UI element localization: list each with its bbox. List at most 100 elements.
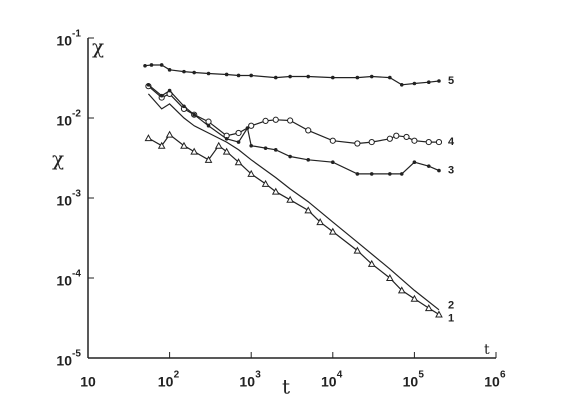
point — [261, 179, 270, 187]
point — [412, 160, 417, 165]
point — [385, 273, 394, 281]
point — [331, 160, 335, 165]
point — [426, 80, 431, 85]
point — [234, 158, 243, 166]
series-line — [148, 84, 440, 175]
point — [328, 227, 337, 235]
y-tick-label: -2 — [72, 109, 81, 120]
x-tick-label: 2 — [174, 370, 180, 381]
point — [388, 172, 392, 176]
point — [157, 141, 166, 149]
point — [235, 129, 242, 137]
y-axis-label: χ — [92, 35, 104, 59]
point — [146, 83, 151, 87]
point — [263, 146, 268, 150]
point — [329, 137, 336, 144]
point — [236, 140, 241, 144]
x-tick-label: 5 — [418, 370, 424, 381]
x-tick-label: 10 — [80, 374, 96, 390]
y-tick-label: 10 — [56, 273, 72, 289]
point — [316, 218, 325, 226]
y-tick-label: -3 — [72, 189, 81, 200]
point — [273, 148, 278, 152]
y-tick-label: -4 — [72, 269, 81, 280]
y-axis-label: χ — [52, 147, 64, 171]
x-tick-label: 6 — [500, 370, 506, 381]
series-line — [144, 64, 440, 86]
point — [304, 206, 313, 214]
y-tick-label: 10 — [56, 33, 72, 49]
x-tick-label: 10 — [484, 374, 500, 390]
point — [192, 112, 196, 117]
point — [354, 140, 361, 147]
series-line — [148, 85, 439, 145]
point — [149, 63, 154, 67]
point — [411, 137, 418, 144]
point — [305, 127, 312, 134]
series-label: 5 — [448, 75, 454, 87]
point — [288, 154, 292, 159]
point — [306, 74, 311, 79]
x-tick-label: 10 — [158, 374, 174, 390]
point — [369, 74, 374, 79]
x-tick-label: 10 — [403, 374, 419, 390]
point — [412, 81, 417, 86]
point — [249, 143, 253, 148]
x-tick-label: 10 — [321, 374, 337, 390]
point — [262, 117, 269, 124]
point — [182, 104, 186, 109]
point — [272, 116, 279, 123]
point — [224, 72, 229, 77]
point — [245, 126, 250, 130]
point — [248, 122, 255, 129]
point — [180, 141, 188, 149]
point — [368, 138, 375, 146]
y-tick-label: 10 — [56, 353, 72, 369]
point — [205, 118, 212, 125]
point — [437, 79, 441, 83]
point — [435, 310, 443, 318]
point — [224, 136, 229, 141]
y-tick-label: -1 — [72, 29, 81, 40]
series-label: 4 — [448, 136, 455, 148]
point — [424, 304, 433, 312]
point — [144, 134, 153, 142]
point — [249, 73, 253, 78]
point — [425, 138, 432, 146]
point — [437, 168, 441, 173]
x-tick-label: 10 — [239, 374, 255, 390]
point — [369, 172, 374, 176]
point — [397, 286, 406, 294]
point — [159, 63, 164, 67]
point — [167, 68, 172, 72]
point — [367, 259, 376, 267]
point — [353, 246, 362, 254]
point — [206, 71, 211, 76]
point — [167, 88, 172, 93]
point — [331, 75, 335, 80]
y-tick-label: -5 — [72, 349, 81, 360]
point — [306, 158, 311, 162]
point — [159, 93, 164, 98]
point — [182, 69, 186, 74]
point — [435, 138, 443, 146]
series-line — [148, 133, 440, 316]
point — [247, 169, 256, 177]
point — [192, 70, 196, 75]
x-axis-label: t — [282, 375, 290, 399]
y-tick-label: 10 — [56, 193, 72, 209]
point — [206, 123, 211, 128]
point — [388, 75, 392, 80]
x-tick-label: 3 — [255, 370, 261, 381]
point — [236, 73, 241, 78]
series-label: 2 — [448, 300, 454, 312]
y-tick-label: 10 — [56, 113, 72, 129]
point — [204, 155, 213, 163]
series-label: 1 — [448, 312, 454, 324]
point — [143, 63, 147, 68]
point — [165, 130, 174, 138]
point — [271, 187, 280, 195]
point — [393, 132, 400, 139]
point — [403, 133, 410, 141]
